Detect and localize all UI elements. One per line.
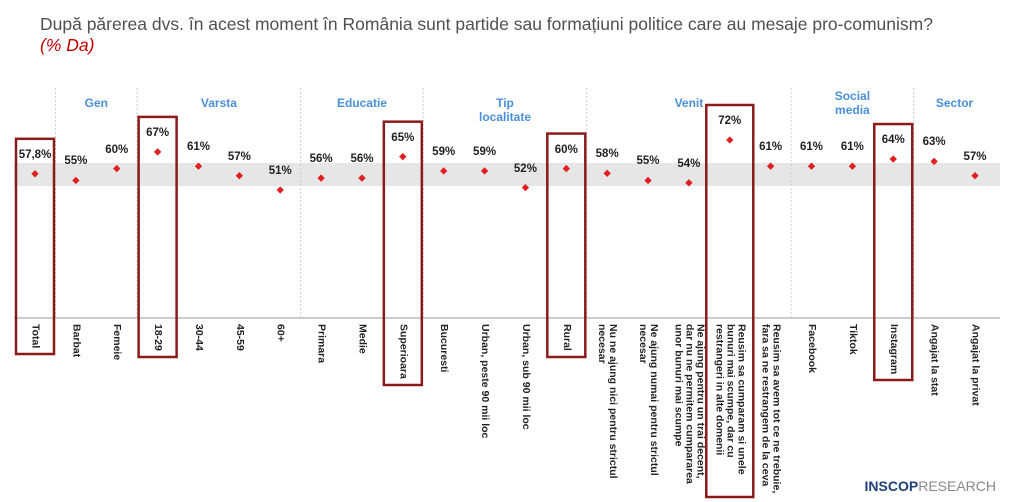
data-label: 54% bbox=[677, 157, 701, 170]
group-label: Varsta bbox=[200, 96, 237, 110]
chart-title: După părerea dvs. în acest moment în Rom… bbox=[40, 14, 933, 34]
category-label: Ne ajung numai pentru strictul necesar bbox=[637, 324, 661, 476]
category-label: Facebook bbox=[806, 324, 819, 374]
category-label: Barbat bbox=[70, 324, 83, 358]
category-label: Tiktok bbox=[846, 324, 859, 355]
category-label: Ne ajung pentru un trai decent, dar nu n… bbox=[672, 324, 707, 484]
category-label: Urban, peste 90 mii loc bbox=[479, 324, 492, 439]
data-label: 61% bbox=[186, 141, 210, 154]
dot bbox=[153, 148, 162, 156]
data-label: 61% bbox=[800, 141, 824, 154]
category-label: Superioara bbox=[397, 324, 410, 379]
data-label: 51% bbox=[268, 165, 292, 177]
data-label: 67% bbox=[146, 126, 170, 139]
category-label: Medie bbox=[356, 324, 369, 354]
data-label: 56% bbox=[309, 153, 333, 166]
category-label: Urban, sub 90 mii loc bbox=[519, 324, 532, 430]
highlight-box bbox=[705, 103, 755, 499]
group-label: Social media bbox=[834, 89, 871, 117]
category-label: Angajat la stat bbox=[928, 324, 941, 396]
data-label: 52% bbox=[513, 162, 537, 175]
dot bbox=[399, 152, 407, 161]
data-label: 61% bbox=[759, 141, 783, 154]
dot bbox=[113, 164, 121, 173]
dot bbox=[276, 186, 284, 194]
highlight-box bbox=[14, 137, 56, 356]
data-label: 64% bbox=[881, 134, 905, 147]
highlight-box bbox=[546, 132, 587, 359]
dot bbox=[766, 162, 775, 170]
logo-brand: INSCOP bbox=[864, 478, 919, 494]
category-label: Reusim sa avem tot ce ne trebuie, fara s… bbox=[759, 324, 783, 494]
group-label: Venit bbox=[674, 96, 704, 110]
category-label: Bucuresti bbox=[438, 324, 451, 373]
highlight-box bbox=[382, 120, 424, 387]
group-label: Gen bbox=[84, 96, 108, 110]
data-label: 59% bbox=[473, 145, 497, 158]
data-label: 55% bbox=[636, 155, 660, 168]
data-label: 57% bbox=[963, 150, 987, 163]
data-label: 55% bbox=[64, 155, 88, 168]
category-label: 30-44 bbox=[192, 324, 205, 351]
data-label: 60% bbox=[554, 143, 578, 156]
category-label: Femeie bbox=[111, 324, 124, 361]
data-label: 57,8% bbox=[18, 148, 52, 161]
category-label: Reusim sa cumparam si unele bunuri mai s… bbox=[713, 324, 748, 475]
data-label: 72% bbox=[718, 115, 742, 127]
logo-suffix: RESEARCH bbox=[918, 478, 996, 494]
chart-subtitle: (% Da) bbox=[40, 35, 95, 55]
group-label: Educatie bbox=[336, 96, 387, 110]
dot bbox=[807, 162, 816, 170]
data-label: 59% bbox=[432, 145, 456, 158]
category-label: Primara bbox=[315, 324, 328, 364]
category-label: Total bbox=[29, 324, 42, 349]
dot bbox=[930, 157, 938, 166]
category-label: 60+ bbox=[274, 324, 287, 342]
dot bbox=[521, 183, 530, 192]
category-label: 45-59 bbox=[233, 324, 246, 351]
category-label: Nu ne ajung nici pentru strictul necesar bbox=[596, 324, 620, 479]
dot bbox=[889, 155, 897, 163]
data-label: 63% bbox=[922, 136, 946, 149]
dot bbox=[685, 179, 693, 187]
data-label: 65% bbox=[391, 131, 415, 144]
category-label: Instagram bbox=[887, 324, 900, 375]
category-label: Rural bbox=[560, 324, 573, 351]
title-block: După părerea dvs. în acest moment în Rom… bbox=[40, 14, 940, 56]
highlight-box bbox=[873, 122, 914, 382]
data-label: 57% bbox=[227, 150, 251, 163]
group-label: Tip localitate bbox=[478, 96, 532, 124]
dot bbox=[848, 162, 857, 170]
logo: INSCOPRESEARCH bbox=[865, 478, 996, 494]
dot bbox=[726, 136, 734, 144]
highlight-box bbox=[137, 115, 178, 359]
dot bbox=[644, 176, 652, 185]
category-label: Angajat la privat bbox=[969, 324, 982, 406]
data-label: 56% bbox=[350, 153, 374, 166]
category-label: 18-29 bbox=[152, 324, 165, 351]
group-label: Sector bbox=[935, 96, 974, 110]
data-label: 60% bbox=[105, 143, 129, 156]
data-label: 61% bbox=[840, 141, 864, 154]
data-label: 58% bbox=[595, 148, 619, 161]
dot bbox=[235, 172, 244, 180]
